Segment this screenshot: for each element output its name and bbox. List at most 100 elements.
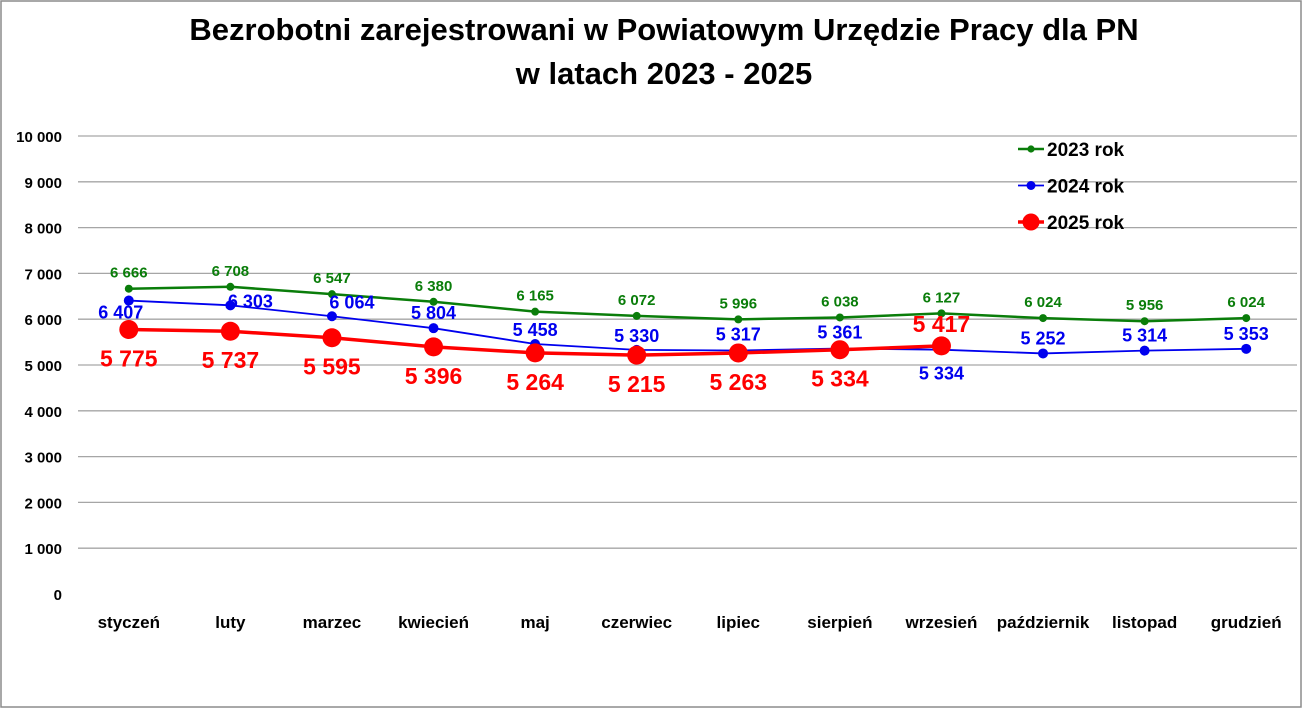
data-label: 5 252	[1021, 328, 1066, 348]
data-point	[734, 315, 743, 324]
data-point	[1241, 343, 1252, 354]
data-label: 5 737	[202, 347, 260, 373]
data-label: 5 353	[1224, 324, 1269, 344]
legend-label: 2023 rok	[1047, 140, 1125, 161]
data-label: 5 458	[513, 320, 558, 340]
x-tick-label: luty	[215, 613, 246, 632]
data-point	[327, 290, 336, 299]
series-1: 6 407 6 303 6 064 5 804 5 458 5 330 5 317 5 361…	[98, 291, 1268, 383]
x-tick-label: wrzesień	[905, 613, 978, 632]
y-tick-label: 8 000	[24, 221, 62, 238]
data-point	[123, 295, 134, 306]
x-tick-label: listopad	[1112, 613, 1177, 632]
x-tick-label: czerwiec	[601, 613, 672, 632]
data-label: 6 666	[110, 265, 148, 282]
data-label: 5 775	[100, 346, 158, 372]
data-point	[429, 297, 438, 306]
data-label: 6 024	[1024, 294, 1062, 311]
chart-title-line-2: w latach 2023 - 2025	[515, 56, 812, 91]
data-label: 5 334	[811, 366, 869, 392]
data-label: 5 417	[913, 311, 971, 337]
data-point	[1039, 314, 1048, 323]
data-label: 6 072	[618, 292, 656, 309]
data-point	[124, 284, 133, 293]
data-label: 5 361	[817, 322, 862, 342]
data-point	[627, 345, 647, 365]
y-tick-label: 7 000	[24, 266, 62, 283]
data-point	[119, 320, 139, 340]
data-label: 6 038	[821, 293, 859, 310]
y-tick-label: 4 000	[24, 404, 62, 421]
data-point	[1139, 345, 1150, 356]
data-label: 5 996	[720, 295, 758, 312]
data-label: 5 804	[411, 303, 456, 323]
data-point	[322, 328, 342, 348]
data-label: 6 165	[516, 288, 554, 305]
x-tick-label: maj	[520, 613, 549, 632]
data-point	[830, 340, 850, 360]
y-tick-label: 0	[54, 587, 62, 604]
data-point	[728, 343, 748, 363]
data-point	[428, 323, 439, 334]
data-point	[225, 300, 236, 311]
data-label: 5 595	[303, 354, 361, 380]
legend-label: 2024 rok	[1047, 177, 1125, 198]
legend-marker	[1022, 213, 1040, 231]
data-label: 5 317	[716, 324, 761, 344]
x-tick-label: sierpień	[807, 613, 872, 632]
data-label: 5 264	[506, 369, 564, 395]
data-label: 6 303	[228, 291, 273, 311]
y-tick-label: 3 000	[24, 450, 62, 467]
data-label: 6 024	[1227, 294, 1265, 311]
series-line	[128, 299, 1247, 355]
x-tick-label: styczeń	[98, 613, 160, 632]
data-point	[937, 309, 946, 318]
data-label: 5 263	[710, 369, 768, 395]
data-point	[835, 313, 844, 322]
x-tick-label: kwiecień	[398, 613, 469, 632]
data-point	[632, 311, 641, 320]
legend-item: 2023 rok	[1018, 140, 1125, 161]
data-label: 6 127	[923, 289, 961, 306]
legend-marker	[1027, 145, 1035, 153]
data-point	[1038, 348, 1049, 359]
y-tick-label: 1 000	[24, 541, 62, 558]
y-tick-label: 2 000	[24, 495, 62, 512]
y-tick-label: 9 000	[24, 175, 62, 192]
data-label: 6 064	[329, 292, 374, 312]
y-tick-label: 6 000	[24, 312, 62, 329]
y-tick-label: 10 000	[16, 129, 62, 146]
x-tick-label: grudzień	[1211, 613, 1282, 632]
data-point	[525, 343, 545, 363]
data-label: 6 547	[313, 270, 351, 287]
data-label: 5 314	[1122, 326, 1167, 346]
data-label: 5 396	[405, 363, 463, 389]
data-point	[531, 307, 540, 316]
data-point	[424, 337, 444, 357]
x-tick-label: marzec	[303, 613, 362, 632]
data-label: 5 330	[614, 326, 659, 346]
data-label: 5 334	[919, 364, 964, 384]
x-tick-label: październik	[997, 613, 1090, 632]
chart-title-line-1: Bezrobotni zarejestrowani w Powiatowym U…	[189, 12, 1138, 47]
data-point	[931, 336, 951, 356]
y-tick-label: 5 000	[24, 358, 62, 375]
legend-label: 2025 rok	[1047, 213, 1125, 234]
data-label: 6 380	[415, 278, 453, 295]
legend-item: 2025 rok	[1018, 213, 1125, 234]
series-2: 5 775 5 737 5 595 5 396 5 264 5 215 5 263 5 334…	[100, 311, 970, 397]
data-label: 6 407	[98, 303, 143, 323]
data-point	[326, 311, 337, 322]
legend-marker	[1026, 181, 1036, 190]
x-tick-label: lipiec	[717, 613, 760, 632]
data-point	[220, 321, 240, 341]
data-label: 5 215	[608, 371, 666, 397]
data-point	[226, 282, 235, 291]
data-point	[1242, 314, 1251, 323]
series-line	[128, 285, 1247, 323]
data-label: 6 708	[212, 263, 250, 280]
data-label: 5 956	[1126, 297, 1164, 314]
data-point	[1140, 317, 1149, 326]
series-0: 6 666 6 708 6 547 6 380 6 165 6 072 5 996 6 038…	[110, 263, 1266, 326]
